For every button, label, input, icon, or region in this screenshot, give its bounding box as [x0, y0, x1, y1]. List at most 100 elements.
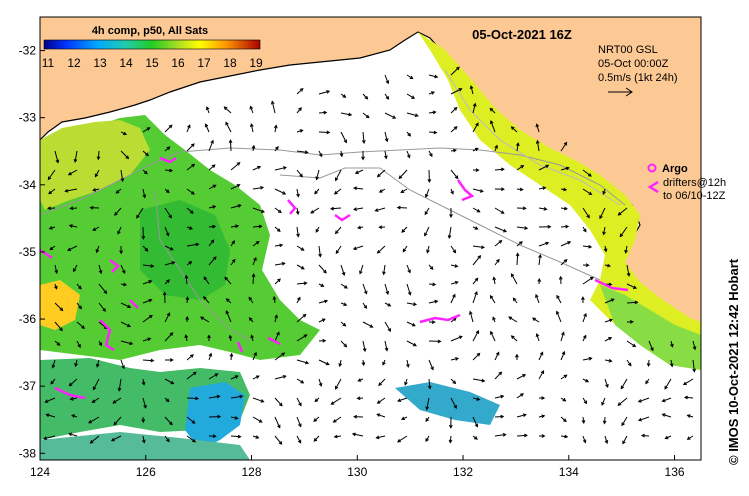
current-vector-head	[632, 343, 637, 348]
current-vector-head	[452, 380, 457, 385]
current-vector	[406, 302, 417, 306]
current-vector	[398, 169, 408, 179]
current-vector	[582, 207, 590, 218]
credit-text: © IMOS 10-Oct-2021 12:42 Hobart	[726, 258, 741, 465]
current-vector-head	[589, 276, 594, 281]
current-vector-head	[229, 352, 234, 357]
current-vector	[98, 264, 102, 274]
current-vector-head	[326, 130, 331, 135]
current-vector-head	[407, 269, 411, 274]
current-vector	[318, 378, 322, 387]
current-vector	[200, 316, 210, 323]
current-vector-head	[425, 438, 429, 443]
current-vector	[67, 245, 78, 251]
current-vector-head	[682, 381, 687, 386]
current-vector	[142, 359, 154, 362]
current-vector	[641, 434, 650, 437]
current-vector-head	[236, 162, 241, 166]
current-vector	[532, 317, 540, 323]
current-vector-head	[94, 173, 99, 178]
current-vector-head	[171, 261, 176, 265]
current-vector-head	[567, 241, 572, 245]
current-vector	[489, 108, 496, 114]
current-vector-head	[479, 189, 484, 193]
current-vector	[252, 257, 257, 266]
current-vector	[490, 331, 496, 342]
current-vector	[120, 340, 133, 345]
current-vector-head	[67, 171, 72, 176]
current-vector-head	[255, 435, 260, 439]
current-vector-head	[210, 239, 215, 244]
current-vector-head	[475, 122, 479, 127]
current-vector-head	[564, 434, 569, 439]
current-vector-head	[585, 378, 590, 383]
current-vector	[494, 240, 502, 247]
current-vector	[120, 359, 125, 369]
current-vector	[230, 162, 241, 171]
colorbar-tick-label: 18	[223, 56, 237, 70]
current-vector	[582, 188, 592, 195]
current-vector	[604, 319, 613, 323]
current-vector	[662, 413, 672, 418]
current-vector-head	[320, 283, 325, 287]
plot-frame	[39, 16, 702, 461]
current-vector	[274, 435, 282, 445]
current-vector-head	[298, 107, 302, 111]
current-vector-head	[535, 332, 540, 338]
current-vector-head	[477, 254, 482, 259]
current-vector-head	[275, 146, 279, 150]
current-vector	[494, 434, 506, 437]
current-vector	[450, 169, 459, 179]
current-vector	[74, 359, 78, 367]
current-vector-head	[397, 398, 402, 403]
current-vector-head	[169, 332, 174, 336]
current-vector	[428, 378, 431, 389]
current-vector-head	[427, 385, 432, 390]
current-vector-head	[424, 211, 429, 216]
current-vector	[206, 106, 210, 114]
current-vector-head	[114, 212, 118, 216]
current-vector-head	[88, 419, 92, 424]
current-vector-head	[260, 399, 265, 403]
drifter-track	[54, 386, 86, 400]
current-vector-head	[225, 298, 230, 302]
current-vector	[383, 264, 386, 275]
current-vector-head	[302, 313, 307, 318]
current-vector	[230, 204, 241, 209]
current-vector-head	[664, 435, 669, 440]
current-vector	[424, 226, 430, 236]
current-vector	[142, 150, 149, 156]
current-vector	[582, 435, 586, 443]
drifter-track	[99, 319, 115, 352]
current-vector-head	[237, 204, 242, 208]
colorbar-tick-label: 13	[93, 56, 107, 70]
current-vector-head	[624, 249, 628, 254]
current-vector	[230, 375, 239, 380]
current-vector-head	[225, 310, 230, 315]
current-vector-head	[650, 347, 654, 352]
current-vector-head	[588, 356, 593, 361]
current-vector	[538, 254, 541, 266]
current-vector-head	[123, 131, 128, 136]
current-vector	[334, 188, 342, 195]
current-vector-head	[426, 249, 430, 254]
current-vector	[230, 435, 241, 438]
current-vector-head	[582, 228, 587, 233]
current-vector-head	[296, 193, 300, 198]
current-vector	[164, 124, 173, 133]
current-vector-head	[248, 296, 253, 301]
current-vector	[296, 435, 302, 444]
current-vector	[43, 435, 56, 440]
current-vector	[229, 140, 232, 152]
current-vector	[426, 397, 430, 410]
current-vector	[428, 131, 437, 134]
current-vector	[450, 66, 460, 76]
current-vector-head	[249, 105, 254, 110]
current-vector-head	[141, 381, 146, 386]
current-vector-head	[191, 163, 196, 168]
current-vector-head	[541, 396, 546, 400]
current-vector	[560, 259, 568, 266]
current-vector	[118, 378, 122, 391]
current-vector-head	[144, 170, 148, 175]
current-vector-head	[606, 263, 611, 268]
